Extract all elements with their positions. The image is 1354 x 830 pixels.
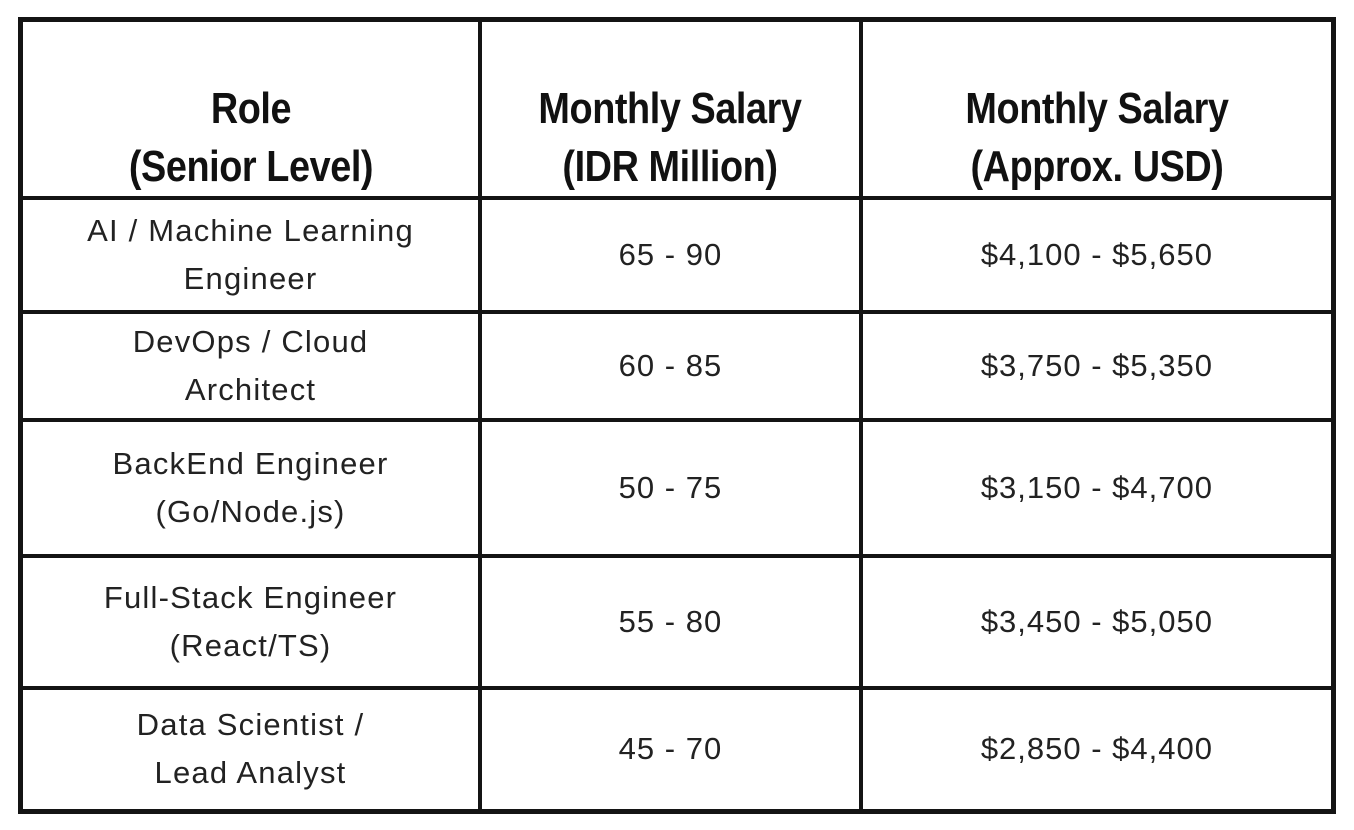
table-header-row: Role (Senior Level) Monthly Salary (IDR … <box>18 17 1336 201</box>
salary-table: Role (Senior Level) Monthly Salary (IDR … <box>18 17 1336 814</box>
cell-idr-range: 55 - 80 <box>478 554 863 691</box>
cell-idr-range: 60 - 85 <box>478 310 863 423</box>
header-salary-usd-label: Monthly Salary (Approx. USD) <box>965 84 1229 192</box>
cell-role: Full-Stack Engineer (React/TS) <box>18 554 483 691</box>
cell-role: DevOps / Cloud Architect <box>18 310 483 423</box>
cell-idr-range: 65 - 90 <box>478 196 863 315</box>
cell-role: AI / Machine Learning Engineer <box>18 196 483 315</box>
cell-idr-range: 50 - 75 <box>478 418 863 559</box>
cell-usd-range: $3,750 - $5,350 <box>858 310 1336 423</box>
cell-role: BackEnd Engineer (Go/Node.js) <box>18 418 483 559</box>
table-row: Data Scientist / Lead Analyst 45 - 70 $2… <box>18 686 1336 814</box>
header-salary-usd: Monthly Salary (Approx. USD) <box>858 17 1336 201</box>
table-row: AI / Machine Learning Engineer 65 - 90 $… <box>18 196 1336 315</box>
cell-usd-range: $2,850 - $4,400 <box>858 686 1336 814</box>
table-row: BackEnd Engineer (Go/Node.js) 50 - 75 $3… <box>18 418 1336 559</box>
header-role: Role (Senior Level) <box>18 17 483 201</box>
table-row: DevOps / Cloud Architect 60 - 85 $3,750 … <box>18 310 1336 423</box>
cell-usd-range: $3,150 - $4,700 <box>858 418 1336 559</box>
header-role-label: Role (Senior Level) <box>128 84 373 192</box>
cell-usd-range: $4,100 - $5,650 <box>858 196 1336 315</box>
table-row: Full-Stack Engineer (React/TS) 55 - 80 $… <box>18 554 1336 691</box>
cell-usd-range: $3,450 - $5,050 <box>858 554 1336 691</box>
header-salary-idr-label: Monthly Salary (IDR Million) <box>538 84 803 192</box>
header-salary-idr: Monthly Salary (IDR Million) <box>478 17 863 201</box>
cell-idr-range: 45 - 70 <box>478 686 863 814</box>
cell-role: Data Scientist / Lead Analyst <box>18 686 483 814</box>
